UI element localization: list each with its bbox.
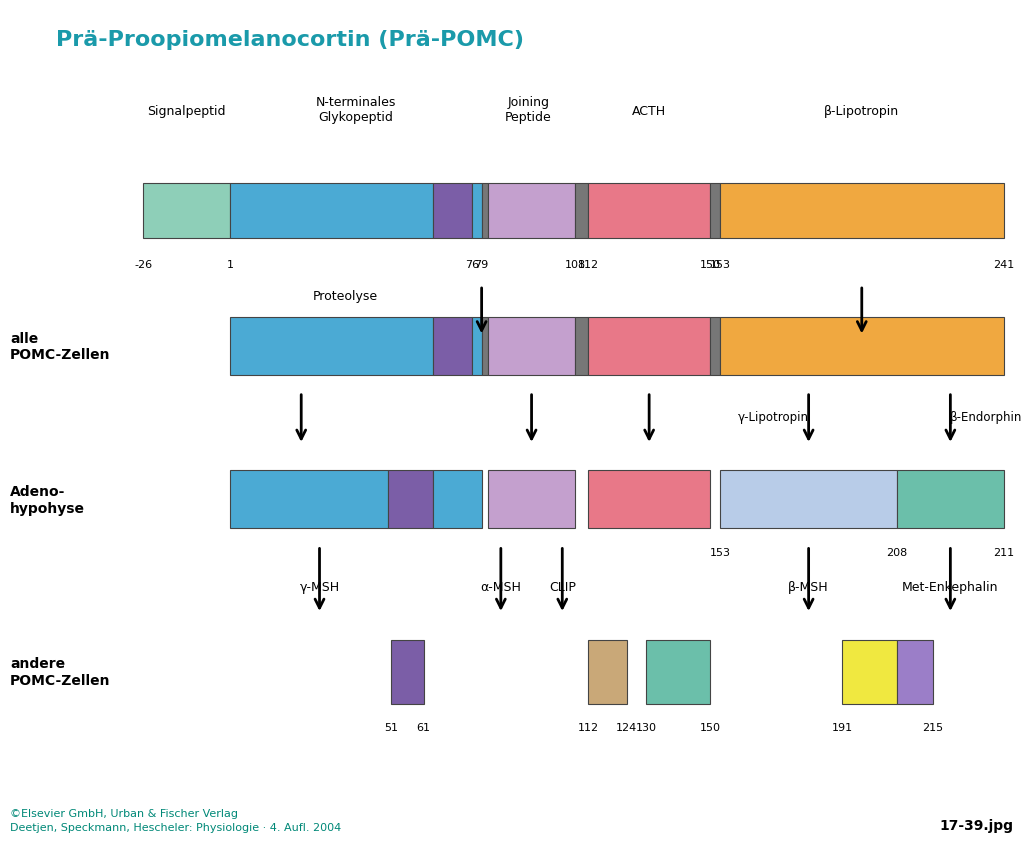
FancyBboxPatch shape [588,183,711,239]
Text: 17-39.jpg: 17-39.jpg [940,818,1014,832]
Text: andere
POMC-Zellen: andere POMC-Zellen [10,657,111,687]
Text: Met-Enkephalin: Met-Enkephalin [902,580,998,593]
Text: 124: 124 [616,722,637,733]
Text: 108: 108 [564,260,586,270]
Text: alle
POMC-Zellen: alle POMC-Zellen [10,331,111,362]
Text: 211: 211 [993,548,1014,558]
FancyBboxPatch shape [897,640,933,704]
Text: 79: 79 [474,260,488,270]
Text: γ-MSH: γ-MSH [299,580,340,593]
Text: β-Lipotropin: β-Lipotropin [824,104,899,118]
Text: 241: 241 [993,260,1014,270]
FancyBboxPatch shape [230,317,433,375]
FancyBboxPatch shape [472,317,481,375]
FancyBboxPatch shape [433,471,481,529]
FancyBboxPatch shape [472,183,481,239]
FancyBboxPatch shape [143,183,230,239]
Text: 150: 150 [699,722,721,733]
Text: 150: 150 [699,260,721,270]
Text: 208: 208 [887,548,908,558]
FancyBboxPatch shape [711,317,720,375]
FancyBboxPatch shape [481,183,488,239]
FancyBboxPatch shape [488,317,575,375]
Text: γ-Lipotropin: γ-Lipotropin [737,411,809,424]
Text: 1: 1 [227,260,233,270]
FancyBboxPatch shape [843,640,897,704]
Text: 112: 112 [578,722,598,733]
Text: 112: 112 [578,260,598,270]
Text: Signalpeptid: Signalpeptid [147,104,226,118]
Text: 76: 76 [465,260,479,270]
Text: β-Endorphin: β-Endorphin [950,411,1023,424]
Text: ©Elsevier GmbH, Urban & Fischer Verlag
Deetjen, Speckmann, Hescheler: Physiologi: ©Elsevier GmbH, Urban & Fischer Verlag D… [10,809,341,832]
Text: 61: 61 [417,722,431,733]
FancyBboxPatch shape [588,471,711,529]
FancyBboxPatch shape [433,317,472,375]
Text: α-MSH: α-MSH [480,580,521,593]
FancyBboxPatch shape [720,183,1004,239]
Text: 153: 153 [710,548,730,558]
FancyBboxPatch shape [720,317,1004,375]
FancyBboxPatch shape [897,471,1004,529]
Text: 215: 215 [922,722,943,733]
FancyBboxPatch shape [711,183,720,239]
FancyBboxPatch shape [433,183,472,239]
FancyBboxPatch shape [588,640,627,704]
Text: Adeno-
hypohyse: Adeno- hypohyse [10,485,85,515]
Text: Proteolyse: Proteolyse [313,290,378,303]
Text: N-terminales
Glykopeptid: N-terminales Glykopeptid [315,96,396,124]
Text: Joining
Peptide: Joining Peptide [505,96,552,124]
Text: CLIP: CLIP [549,580,575,593]
Text: -26: -26 [134,260,153,270]
FancyBboxPatch shape [720,471,897,529]
Text: Prä-Proopiomelanocortin (Prä-POMC): Prä-Proopiomelanocortin (Prä-POMC) [56,30,524,49]
Text: ACTH: ACTH [632,104,667,118]
FancyBboxPatch shape [488,471,575,529]
FancyBboxPatch shape [588,317,711,375]
FancyBboxPatch shape [575,317,588,375]
FancyBboxPatch shape [230,471,388,529]
FancyBboxPatch shape [646,640,711,704]
FancyBboxPatch shape [575,183,588,239]
FancyBboxPatch shape [388,471,433,529]
Text: 51: 51 [384,722,398,733]
FancyBboxPatch shape [488,183,575,239]
FancyBboxPatch shape [230,183,433,239]
FancyBboxPatch shape [391,640,424,704]
FancyBboxPatch shape [481,317,488,375]
Text: β-MSH: β-MSH [788,580,828,593]
Text: 130: 130 [636,722,656,733]
Text: 153: 153 [710,260,730,270]
Text: 191: 191 [831,722,853,733]
